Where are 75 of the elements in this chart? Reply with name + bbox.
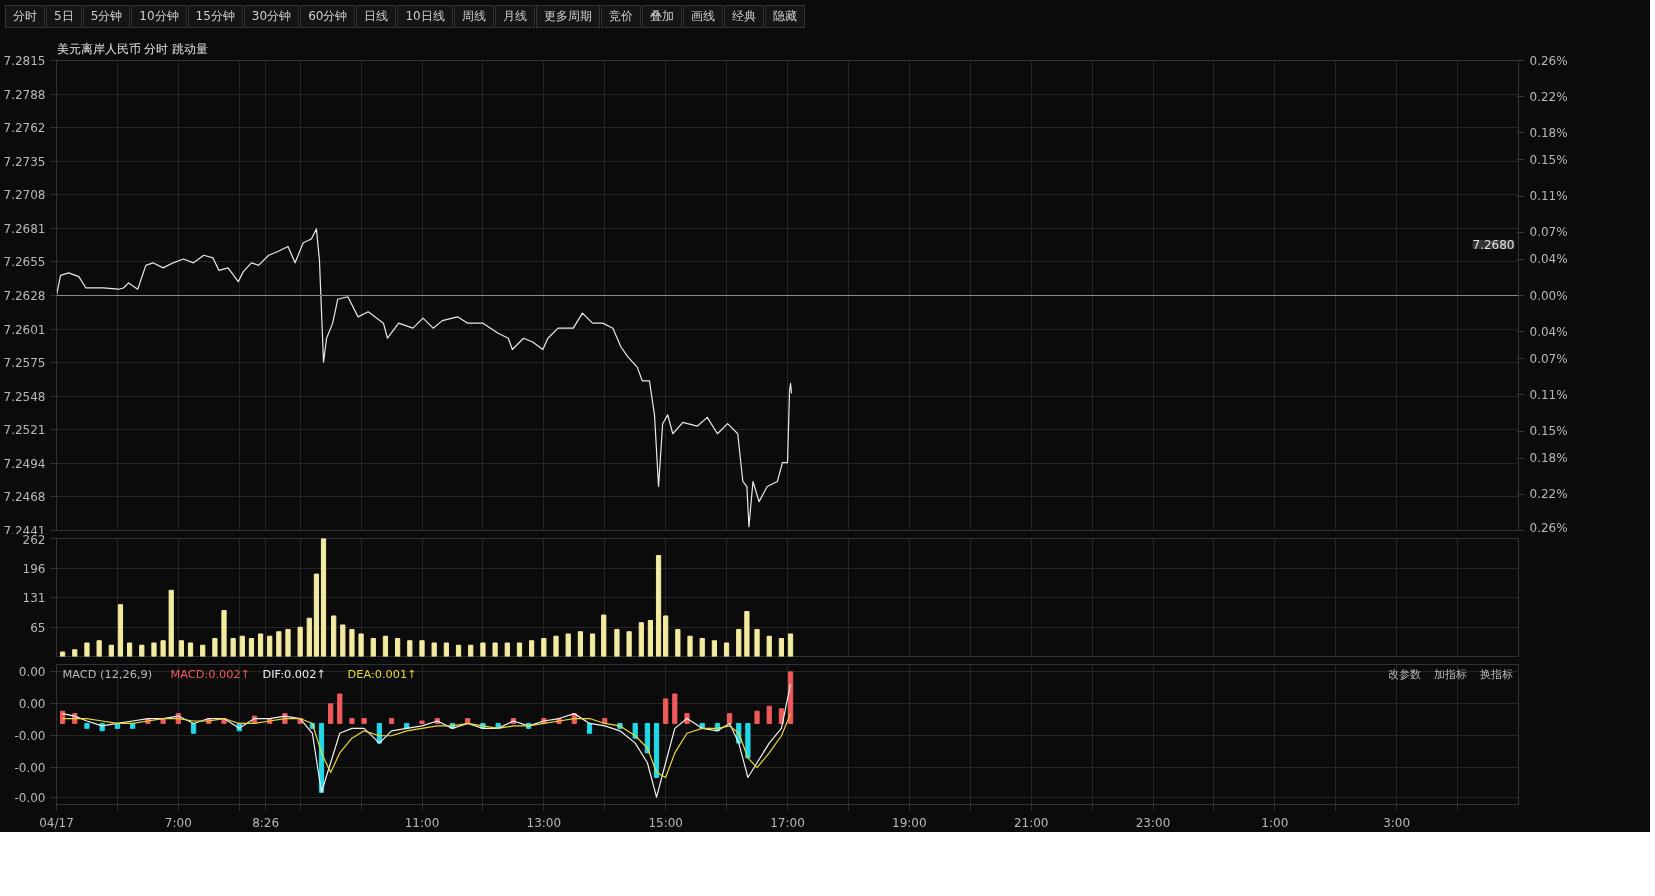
y2-tick-label: 0.11% (1529, 189, 1568, 204)
y-tick-label: 7.2655 (3, 255, 46, 270)
text: 30分钟 (243, 5, 300, 28)
y-tick-label: 0.00 (18, 697, 46, 712)
y-tick-label: 7.2788 (3, 87, 46, 102)
y2-tick-label: 0.18% (1529, 451, 1568, 466)
y2-tick-label: 0.22% (1529, 487, 1568, 502)
y-tick-label: 7.2521 (3, 423, 46, 438)
y2-tick-label: 0.22% (1529, 89, 1568, 104)
x-tick-label: 3:00 (1383, 815, 1411, 830)
x-tick-label: 23:00 (1135, 815, 1171, 830)
y-tick-label: 0.00 (18, 665, 46, 680)
y-tick-label: 7.2601 (3, 322, 46, 337)
x-tick-label: 15:00 (648, 815, 683, 830)
x-tick-label: 1:00 (1261, 815, 1289, 830)
y-tick-label: -0.00 (14, 761, 46, 776)
x-tick-label: 17:00 (770, 815, 805, 830)
text: 15分钟 (187, 5, 243, 28)
y-tick-label: 7.2468 (3, 490, 46, 505)
text: 竞价 (600, 5, 641, 28)
annotation: 换指标 (1479, 666, 1513, 681)
y-tick-label: 7.2628 (3, 289, 46, 303)
y-tick-label: -0.00 (14, 790, 46, 805)
y2-tick-label: 0.11% (1529, 387, 1568, 402)
x-tick-label: 11:00 (404, 815, 440, 830)
text: 日线 (356, 5, 397, 28)
x-tick-label: 19:00 (892, 815, 927, 830)
text: DEA:0.001↑ (347, 666, 417, 681)
text: 叠加 (641, 5, 682, 28)
x-tick-label: 8:26 (252, 815, 280, 830)
x-tick-label: 13:00 (526, 815, 562, 830)
text: 周线 (453, 5, 494, 28)
y2-tick-label: 0.15% (1529, 424, 1568, 439)
y2-tick-label: 0.00% (1529, 288, 1568, 303)
y2-tick-label: 0.15% (1529, 152, 1568, 167)
y2-tick-label: 0.18% (1529, 125, 1568, 140)
y-tick-label: 7.2548 (3, 389, 46, 404)
y-tick-label: 7.2735 (3, 154, 46, 169)
y2-tick-label: 0.26% (1529, 53, 1568, 68)
text: 更多周期 (535, 5, 600, 28)
y-tick-label: 7.2762 (3, 120, 46, 135)
y-tick-label: 7.2681 (3, 222, 46, 237)
text: 分时 (5, 5, 45, 28)
text: 月线 (494, 5, 535, 28)
text: MACD:0.002↑ (170, 666, 251, 681)
text: 60分钟 (300, 5, 356, 28)
text: 画线 (682, 5, 723, 28)
y-tick-label: 7.2575 (3, 355, 46, 370)
text: 5分钟 (82, 5, 131, 28)
text: 经典 (723, 5, 764, 28)
x-tick-label: 21:00 (1013, 815, 1049, 830)
y-tick-label: 196 (22, 561, 46, 576)
annotation: 7.2680 (1472, 238, 1515, 252)
x-tick-label: 7:00 (164, 815, 192, 830)
chart-title: 美元离岸人民币 分时 跳动量 (56, 41, 209, 56)
text: 10日线 (397, 5, 453, 28)
chart-title: MACD (12,26,9) (62, 666, 153, 681)
text: 10分钟 (131, 5, 187, 28)
y-tick-label: 65 (30, 620, 46, 635)
y2-tick-label: 0.07% (1529, 351, 1568, 366)
y2-tick-label: 0.04% (1529, 324, 1568, 339)
text: 5日 (46, 5, 82, 28)
y-tick-label: 7.2815 (3, 54, 46, 68)
text: DIF:0.002↑ (262, 666, 326, 681)
y-tick-label: 131 (22, 591, 46, 605)
y2-tick-label: 0.26% (1529, 520, 1568, 535)
y2-tick-label: 0.04% (1529, 252, 1568, 267)
y-tick-label: 7.2494 (3, 457, 46, 472)
y2-tick-label: 0.07% (1529, 225, 1568, 240)
x-tick-label: 04/17 (39, 815, 74, 830)
annotation: 改参数 (1387, 666, 1421, 681)
annotation: 加指标 (1433, 666, 1467, 681)
text: 隐藏 (764, 5, 805, 28)
y-tick-label: 7.2708 (3, 188, 46, 203)
y-tick-label: -0.00 (14, 729, 46, 744)
